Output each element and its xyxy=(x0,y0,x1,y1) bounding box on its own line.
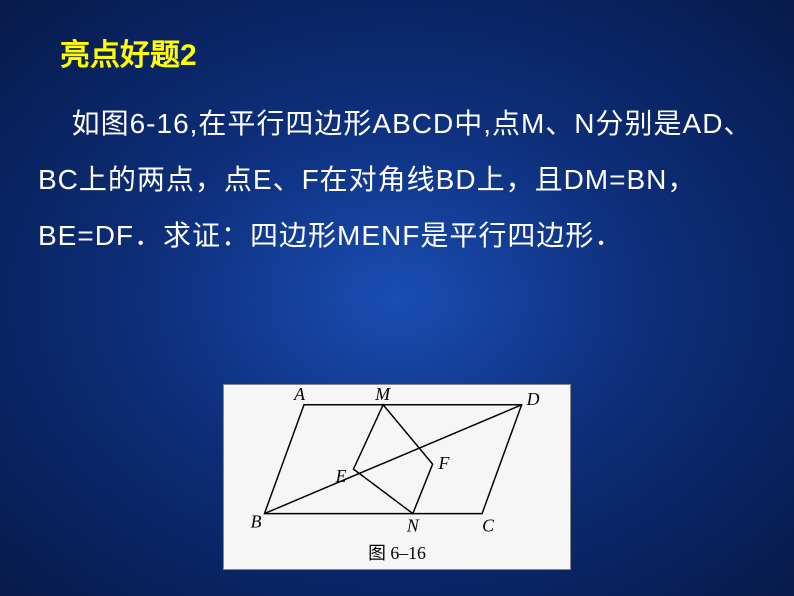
slide-title: 亮点好题2 xyxy=(60,30,197,74)
label-n: N xyxy=(406,515,420,535)
label-c: C xyxy=(482,515,495,535)
geometry-figure: A M D E F B N C 图 6–16 xyxy=(223,384,571,570)
label-b: B xyxy=(251,511,262,531)
figure-svg: A M D E F B N C 图 6–16 xyxy=(224,385,570,569)
diagonal-bd xyxy=(264,405,521,514)
slide: 亮点好题2 如图6-16,在平行四边形ABCD中,点M、N分别是AD、BC上的两… xyxy=(0,0,794,596)
label-f: F xyxy=(438,453,451,473)
label-m: M xyxy=(374,385,391,404)
label-d: D xyxy=(526,389,540,409)
label-a: A xyxy=(293,385,305,404)
label-e: E xyxy=(335,466,347,486)
problem-paragraph: 如图6-16,在平行四边形ABCD中,点M、N分别是AD、BC上的两点，点E、F… xyxy=(38,96,756,264)
problem-text: 如图6-16,在平行四边形ABCD中,点M、N分别是AD、BC上的两点，点E、F… xyxy=(38,96,756,264)
figure-caption: 图 6–16 xyxy=(368,543,426,563)
